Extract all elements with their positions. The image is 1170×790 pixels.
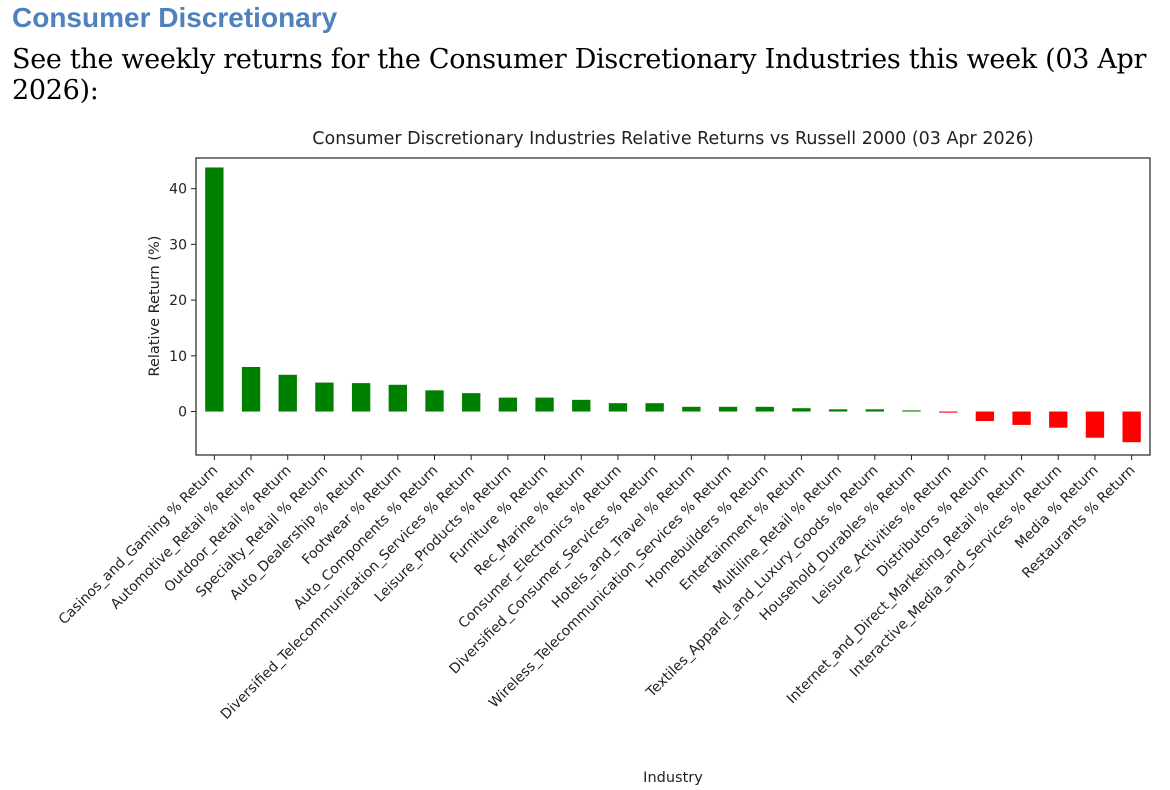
bar [241, 366, 261, 412]
bar [865, 409, 884, 412]
x-axis-label: Industry [643, 770, 703, 786]
y-tick-label: 30 [169, 237, 187, 253]
bar [425, 390, 444, 412]
bar [792, 408, 811, 412]
bar [645, 403, 664, 412]
bar [278, 374, 297, 412]
bar [535, 397, 554, 412]
chart-title: Consumer Discretionary Industries Relati… [312, 129, 1033, 149]
bar [1012, 411, 1031, 425]
bar [1085, 411, 1105, 438]
bar [572, 399, 591, 412]
bar [975, 411, 995, 422]
bar [388, 384, 407, 412]
bar [462, 393, 481, 412]
bar [902, 410, 921, 412]
bar [755, 406, 774, 412]
y-tick-label: 10 [169, 349, 187, 365]
plot-frame [195, 157, 1151, 456]
y-tick-label: 40 [169, 182, 187, 198]
bar [828, 409, 848, 412]
bar [315, 382, 334, 412]
bar [718, 406, 738, 412]
section-heading: Consumer Discretionary [12, 2, 338, 33]
bar [1049, 411, 1068, 428]
y-axis-label: Relative Return (%) [147, 236, 163, 377]
bar [1122, 411, 1141, 443]
bar [682, 406, 701, 412]
bar [351, 383, 371, 412]
bar [498, 397, 518, 412]
x-tick-label: Casinos_and_Gaming % Return [56, 463, 221, 628]
y-tick-label: 0 [178, 405, 187, 421]
bar [939, 411, 958, 413]
intro-text: See the weekly returns for the Consumer … [12, 44, 1147, 106]
y-tick-label: 20 [169, 293, 187, 309]
bar [608, 403, 628, 412]
bar [205, 167, 224, 412]
